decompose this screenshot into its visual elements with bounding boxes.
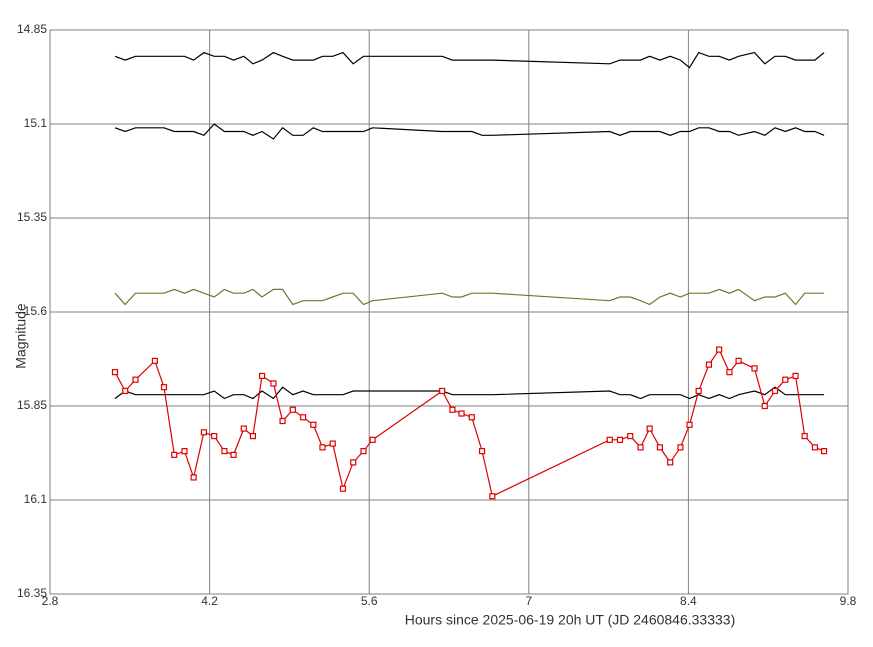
x-tick-label: 4.2 (201, 594, 218, 608)
series-line (114, 51, 825, 69)
data-point (801, 432, 808, 440)
data-point (329, 440, 336, 447)
x-tick-label: 2.8 (42, 594, 59, 608)
data-point (478, 448, 486, 455)
x-tick-label: 7 (525, 594, 532, 608)
data-point (686, 421, 693, 428)
x-tick-label: 5.6 (361, 594, 378, 608)
data-point (230, 451, 237, 458)
data-point (616, 436, 624, 443)
y-axis-label: Magnitude (13, 303, 29, 369)
series-line (114, 123, 825, 140)
data-point (200, 429, 207, 436)
data-point (310, 421, 317, 428)
y-tick-label: 15.35 (17, 210, 47, 224)
x-tick-label: 8.4 (680, 594, 697, 608)
data-point (726, 369, 733, 376)
data-point (360, 448, 367, 455)
data-point (656, 444, 664, 451)
y-tick-label: 15.6 (24, 304, 48, 318)
data-point (350, 459, 357, 466)
series-line (114, 288, 825, 306)
data-point (782, 376, 789, 383)
data-point (792, 372, 799, 380)
data-point (627, 432, 634, 440)
data-point (111, 369, 119, 376)
data-point (677, 444, 684, 451)
data-point (339, 485, 347, 492)
data-point (705, 361, 713, 368)
data-point (279, 417, 286, 425)
data-point (716, 346, 723, 353)
data-point (171, 451, 178, 458)
data-point (667, 459, 674, 466)
data-point (468, 414, 475, 421)
y-tick-label: 16.35 (17, 586, 47, 600)
data-point (369, 436, 376, 443)
data-point (637, 444, 644, 451)
data-point (289, 406, 296, 413)
y-tick-label: 15.1 (24, 116, 48, 130)
data-point (449, 406, 456, 413)
data-point (771, 387, 779, 395)
y-tick-label: 15.85 (17, 398, 47, 412)
data-point (319, 444, 326, 451)
x-tick-label: 9.8 (840, 594, 857, 608)
data-point (221, 448, 228, 455)
data-point (132, 376, 139, 383)
data-point (820, 448, 828, 455)
data-point (299, 414, 307, 421)
data-point (122, 387, 129, 395)
data-point (151, 357, 158, 364)
x-axis-label: Hours since 2025-06-19 20h UT (JD 246084… (405, 612, 736, 628)
series-line (114, 386, 825, 400)
data-point (811, 444, 819, 451)
y-tick-label: 14.85 (17, 22, 47, 36)
data-point (458, 410, 465, 417)
data-point (240, 425, 247, 432)
data-point (489, 493, 496, 500)
data-point (761, 402, 768, 410)
data-point (439, 387, 446, 395)
data-point (190, 474, 197, 481)
data-point (695, 387, 702, 395)
data-point (211, 432, 218, 440)
data-point (646, 425, 653, 432)
data-point (181, 448, 188, 455)
y-tick-label: 16.1 (24, 492, 48, 506)
data-point (735, 357, 742, 364)
data-point (258, 372, 266, 380)
data-point (751, 365, 758, 372)
data-point (160, 384, 168, 391)
data-point (249, 432, 257, 440)
data-point (270, 380, 277, 387)
data-point (606, 436, 613, 443)
